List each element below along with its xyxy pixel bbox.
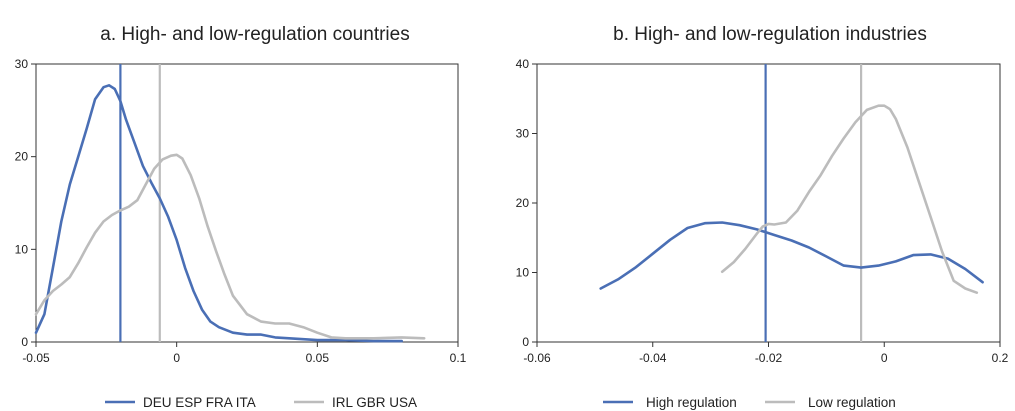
panel-a: a. High- and low-regulation countries -0… xyxy=(15,24,467,410)
panel-b-x-tick-label: 0.2 xyxy=(992,351,1009,365)
panel-a-legend: DEU ESP FRA ITA IRL GBR USA xyxy=(105,395,417,410)
panel-b-y-tick-label: 10 xyxy=(516,266,530,280)
panel-a-y-tick-label: 20 xyxy=(15,150,29,164)
panel-b-series xyxy=(599,104,984,295)
panel-b-series-high-regulation xyxy=(599,221,984,290)
panel-b-y-tick-label: 40 xyxy=(516,57,530,71)
panel-b-x-tick-label: -0.06 xyxy=(523,351,551,365)
legend-label-irl-gbr-usa: IRL GBR USA xyxy=(332,395,417,410)
panel-a-series-deu-esp-fra-ita xyxy=(34,84,404,343)
panel-b-title: b. High- and low-regulation industries xyxy=(613,24,927,45)
panel-b-legend: High regulation Low regulation xyxy=(603,395,896,410)
panel-b-x-tick-label: -0.04 xyxy=(639,351,667,365)
panel-a-axes: -0.05 0 0.05 0.1 0 10 20 30 xyxy=(15,57,467,365)
panel-a-mean-lines xyxy=(119,64,161,342)
panel-a-title: a. High- and low-regulation countries xyxy=(100,24,409,45)
panel-b: b. High- and low-regulation industries -… xyxy=(516,24,1009,410)
panel-b-y-tick-label: 30 xyxy=(516,127,530,141)
panel-a-y-tick-label: 10 xyxy=(15,242,29,256)
legend-label-low-regulation: Low regulation xyxy=(808,395,896,410)
panel-a-y-tick-label: 0 xyxy=(21,335,28,349)
panel-a-x-tick-label: 0 xyxy=(173,351,180,365)
panel-a-plot-frame xyxy=(35,63,459,343)
panel-b-mean-lines xyxy=(764,64,863,342)
panel-a-x-tick-label: 0.05 xyxy=(306,351,330,365)
panel-b-plot-frame xyxy=(536,63,1001,343)
panel-a-x-tick-label: 0.1 xyxy=(450,351,467,365)
legend-label-deu-esp-fra-ita: DEU ESP FRA ITA xyxy=(143,395,256,410)
panel-b-x-tick-label: -0.02 xyxy=(755,351,783,365)
panel-b-y-tick-label: 0 xyxy=(522,335,529,349)
panel-b-y-tick-label: 20 xyxy=(516,196,530,210)
panel-b-x-tick-label: 0 xyxy=(881,351,888,365)
panel-a-series xyxy=(34,84,426,343)
panel-b-series-low-regulation xyxy=(720,104,979,295)
panel-a-x-tick-label: -0.05 xyxy=(22,351,50,365)
panel-a-y-tick-label: 30 xyxy=(15,57,29,71)
panel-b-axes: -0.06 -0.04 -0.02 0 0.2 0 10 20 30 40 xyxy=(516,57,1009,365)
panel-a-series-irl-gbr-usa xyxy=(34,153,426,340)
legend-label-high-regulation: High regulation xyxy=(646,395,737,410)
